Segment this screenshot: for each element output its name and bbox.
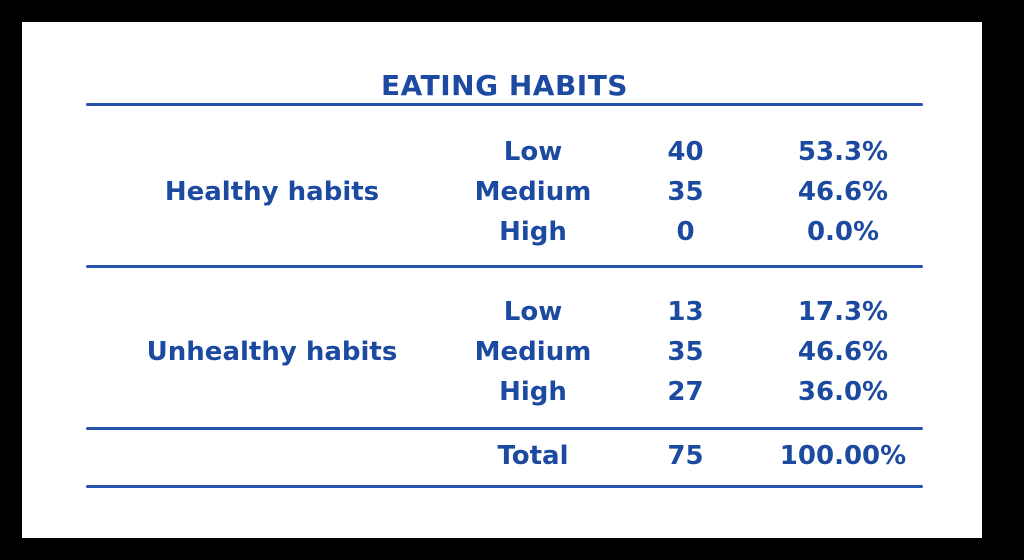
rule-above-total [86,427,923,430]
percent-cell: 17.3% [797,297,889,327]
count-cell: 0 [676,217,695,247]
table-title: EATING HABITS [381,69,628,102]
level-cell: High [499,377,567,407]
level-cell: Low [503,137,563,167]
count-cell: 35 [667,337,704,367]
count-cell: 27 [667,377,704,407]
table-row: Medium 35 46.6% [458,332,923,372]
section-rows: Low 13 17.3% Medium 35 46.6% High 27 36.… [458,292,923,412]
section-unhealthy-habits: Unhealthy habits Low 13 17.3% Medium 35 … [86,268,923,427]
section-healthy-habits: Healthy habits Low 40 53.3% Medium 35 46… [86,106,923,265]
percent-cell: 36.0% [797,377,889,407]
total-count-cell: 75 [667,441,704,471]
rule-top [86,103,923,106]
level-cell: Medium [474,337,592,367]
rule-bottom [86,485,923,488]
rule-middle [86,265,923,268]
total-row: Total 75 100.00% [458,436,923,476]
level-cell: Medium [474,177,592,207]
percent-cell: 53.3% [797,137,889,167]
table-row: High 0 0.0% [458,212,923,252]
count-cell: 35 [667,177,704,207]
percent-cell: 0.0% [806,217,880,247]
total-label-cell: Total [497,441,569,471]
percent-cell: 46.6% [797,177,889,207]
section-total: Total 75 100.00% [86,430,923,485]
table-row: Medium 35 46.6% [458,172,923,212]
eating-habits-table: EATING HABITS Healthy habits Low 40 53.3… [86,22,923,488]
section-rows: Total 75 100.00% [458,436,923,476]
level-cell: High [499,217,567,247]
count-cell: 13 [667,297,704,327]
table-row: High 27 36.0% [458,372,923,412]
section-rows: Low 40 53.3% Medium 35 46.6% High 0 0.0% [458,132,923,252]
table-row: Low 40 53.3% [458,132,923,172]
level-cell: Low [503,297,563,327]
category-label: Unhealthy habits [146,337,398,367]
percent-cell: 46.6% [797,337,889,367]
table-figure-frame: EATING HABITS Healthy habits Low 40 53.3… [22,22,982,538]
total-spacer [86,436,458,476]
total-percent-cell: 100.00% [779,441,907,471]
table-row: Low 13 17.3% [458,292,923,332]
category-label: Healthy habits [164,177,380,207]
count-cell: 40 [667,137,704,167]
